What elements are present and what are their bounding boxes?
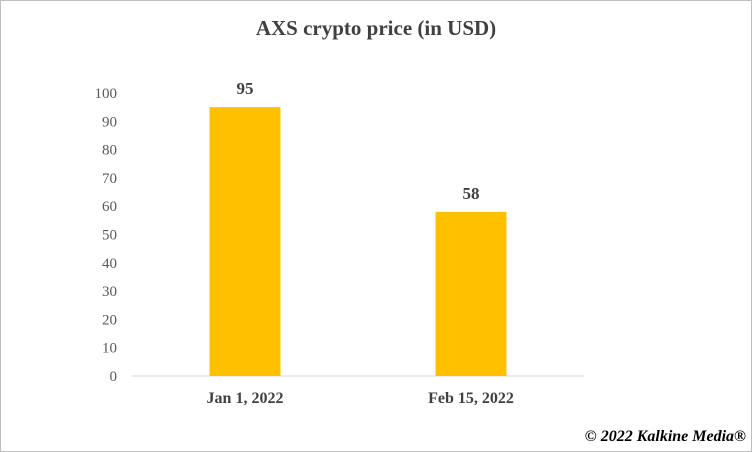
chart-title: AXS crypto price (in USD) (255, 16, 497, 40)
bar-data-label: 95 (237, 79, 254, 98)
y-tick-label: 80 (102, 143, 117, 159)
y-tick-label: 50 (102, 228, 117, 244)
y-tick-label: 0 (110, 369, 118, 385)
x-category-label: Jan 1, 2022 (207, 390, 284, 407)
y-tick-label: 40 (102, 256, 117, 272)
bars-group: 95 58 (209, 79, 507, 377)
bar (435, 211, 507, 376)
y-tick-label: 70 (102, 171, 117, 187)
y-tick-label: 30 (102, 284, 117, 300)
copyright-text: © 2022 Kalkine Media® (584, 428, 746, 445)
x-axis-labels: Jan 1, 2022 Feb 15, 2022 (207, 390, 514, 407)
y-tick-label: 10 (102, 341, 117, 357)
y-tick-label: 100 (95, 86, 118, 102)
x-category-label: Feb 15, 2022 (428, 390, 514, 407)
y-axis: 0 10 20 30 40 50 60 70 80 90 100 (95, 86, 118, 385)
bar-data-label: 58 (463, 184, 480, 203)
y-tick-label: 60 (102, 199, 117, 215)
y-tick-label: 20 (102, 312, 117, 328)
y-tick-label: 90 (102, 114, 117, 130)
bar (209, 107, 281, 377)
